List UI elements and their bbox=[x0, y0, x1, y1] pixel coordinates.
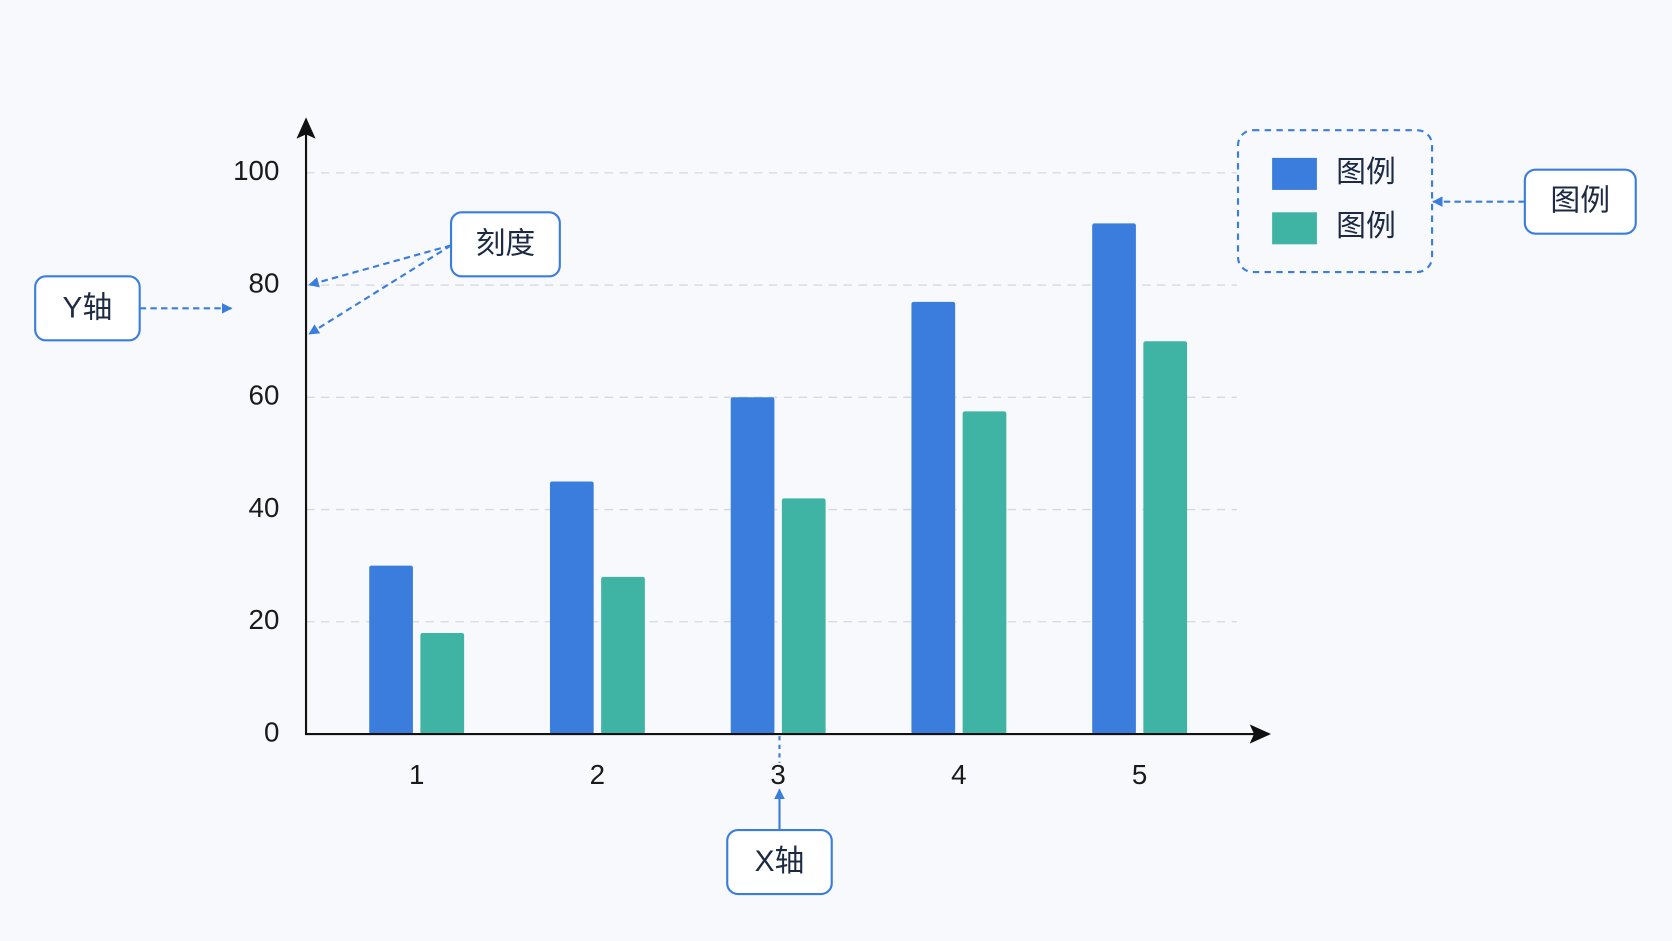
annotation-text: 刻度 bbox=[476, 227, 536, 260]
labels: 0 20 40 60 80 100 1 2 3 4 5 bbox=[233, 155, 1147, 790]
annotation-box bbox=[726, 828, 833, 896]
bars bbox=[369, 223, 1188, 735]
y-tick-label: 40 bbox=[249, 492, 280, 523]
annotations bbox=[34, 168, 1637, 896]
y-tick-label: 100 bbox=[233, 155, 279, 186]
legend-label: 图例 bbox=[1336, 156, 1396, 189]
legend-swatch bbox=[1272, 212, 1317, 245]
bar bbox=[369, 565, 413, 735]
x-tick-label: 3 bbox=[770, 759, 785, 790]
y-tick-label: 80 bbox=[249, 267, 280, 298]
annotation-arrow bbox=[308, 244, 452, 335]
annotation-text: 图例 bbox=[1550, 185, 1610, 218]
bar bbox=[730, 397, 775, 735]
bar bbox=[781, 498, 826, 735]
x-tick-label: 1 bbox=[409, 759, 424, 790]
annotation-arrow bbox=[308, 244, 452, 288]
x-tick-label: 2 bbox=[590, 759, 605, 790]
annotation-box bbox=[1523, 168, 1637, 235]
bar bbox=[420, 633, 465, 735]
y-tick-label: 20 bbox=[249, 604, 280, 635]
x-tick-label: 5 bbox=[1132, 759, 1147, 790]
legend-swatch bbox=[1272, 157, 1317, 190]
annotation-box bbox=[34, 275, 141, 342]
bar bbox=[1092, 223, 1136, 735]
x-tick-label: 4 bbox=[951, 759, 966, 790]
annotation-text: Y轴 bbox=[63, 291, 113, 324]
bar bbox=[1143, 341, 1188, 735]
annotation-box bbox=[449, 211, 561, 278]
bar bbox=[601, 576, 645, 735]
legend-label: 图例 bbox=[1336, 210, 1396, 243]
annotation-text: X轴 bbox=[755, 845, 805, 878]
bar bbox=[911, 301, 956, 735]
legend-box bbox=[1236, 129, 1434, 274]
bar bbox=[549, 481, 594, 735]
bar bbox=[962, 411, 1007, 735]
y-tick-label: 0 bbox=[264, 716, 279, 747]
y-tick-label: 60 bbox=[249, 380, 280, 411]
